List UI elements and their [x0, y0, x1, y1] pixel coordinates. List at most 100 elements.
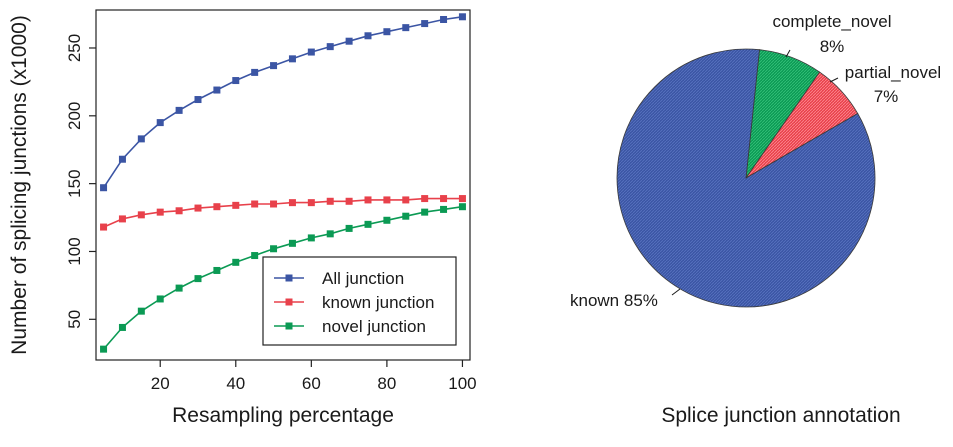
x-tick-label: 60: [302, 374, 321, 393]
pie-slices: [616, 48, 876, 308]
x-axis: 20 40 60 80 100: [151, 360, 477, 393]
legend: All junction known junction novel junction: [262, 256, 457, 346]
data-point-novel-junction: [440, 205, 448, 213]
data-point-known-junction: [421, 195, 429, 203]
data-point-all-junction: [421, 20, 429, 28]
data-point-novel-junction: [326, 230, 334, 238]
data-point-novel-junction: [402, 212, 410, 220]
data-point-known-junction: [288, 199, 296, 207]
slice-label-partial-novel: partial_novel: [845, 63, 941, 82]
y-tick-label: 250: [65, 34, 84, 62]
data-point-novel-junction: [100, 345, 108, 353]
data-point-novel-junction: [270, 245, 278, 253]
legend-label-novel-junction: novel junction: [322, 317, 426, 336]
legend-marker-novel-junction: [285, 322, 293, 330]
data-point-known-junction: [194, 204, 202, 212]
series-line-all-junction: [102, 16, 463, 189]
data-point-known-junction: [175, 207, 183, 215]
data-point-all-junction: [364, 32, 372, 40]
data-point-known-junction: [402, 196, 410, 204]
legend-marker-all-junction: [285, 274, 293, 282]
known-leader-line: [671, 288, 681, 296]
legend-label-known-junction: known junction: [322, 293, 434, 312]
data-point-all-junction: [213, 86, 221, 94]
data-point-all-junction: [232, 77, 240, 85]
data-point-all-junction: [156, 119, 164, 127]
data-point-novel-junction: [232, 258, 240, 266]
data-point-known-junction: [458, 195, 466, 203]
data-point-novel-junction: [175, 284, 183, 292]
complete-novel-leader-line: [785, 49, 791, 58]
data-point-all-junction: [100, 184, 108, 192]
series-group: [100, 13, 466, 353]
data-point-known-junction: [137, 211, 145, 219]
data-point-known-junction: [383, 196, 391, 204]
pie-chart: complete_novel 8% partial_novel 7% known…: [570, 12, 941, 427]
data-point-known-junction: [251, 200, 259, 208]
x-tick-label: 100: [448, 374, 476, 393]
data-point-known-junction: [270, 200, 278, 208]
data-point-known-junction: [156, 208, 164, 216]
partial-novel-leader-line: [829, 77, 839, 83]
slice-label-complete-novel: complete_novel: [772, 12, 891, 31]
y-tick-label: 200: [65, 102, 84, 130]
data-point-novel-junction: [345, 224, 353, 232]
x-tick-label: 20: [151, 374, 170, 393]
pie-slice-known: [616, 48, 876, 308]
y-axis-label: Number of splicing junctions (x1000): [8, 15, 31, 355]
data-point-novel-junction: [288, 239, 296, 247]
data-point-all-junction: [383, 28, 391, 36]
pie-labels: complete_novel 8% partial_novel 7% known…: [570, 12, 941, 310]
data-point-known-junction: [440, 195, 448, 203]
data-point-known-junction: [100, 223, 108, 231]
x-tick-label: 80: [377, 374, 396, 393]
data-point-all-junction: [137, 135, 145, 143]
data-point-all-junction: [175, 106, 183, 114]
legend-frame: [262, 256, 457, 346]
x-axis-label: Resampling percentage: [172, 404, 394, 427]
data-point-known-junction: [326, 197, 334, 205]
x-tick-label: 40: [226, 374, 245, 393]
data-point-all-junction: [270, 62, 278, 70]
y-tick-label: 50: [65, 310, 84, 329]
data-point-all-junction: [194, 96, 202, 104]
data-point-all-junction: [345, 37, 353, 45]
data-point-known-junction: [364, 196, 372, 204]
data-point-all-junction: [118, 155, 126, 163]
data-point-novel-junction: [118, 323, 126, 331]
data-point-novel-junction: [383, 216, 391, 224]
y-tick-label: 100: [65, 237, 84, 265]
data-point-known-junction: [213, 203, 221, 211]
slice-pct-partial-novel: 7%: [874, 87, 899, 106]
data-point-novel-junction: [156, 295, 164, 303]
line-chart: 20 40 60 80 100 50 100 150 200 250 Resampling pe…: [8, 9, 477, 427]
data-point-known-junction: [345, 197, 353, 205]
pie-title: Splice junction annotation: [661, 404, 900, 427]
data-point-novel-junction: [251, 252, 259, 260]
data-point-known-junction: [232, 201, 240, 209]
data-point-all-junction: [288, 55, 296, 63]
y-axis: 50 100 150 200 250: [65, 34, 96, 329]
y-tick-label: 150: [65, 169, 84, 197]
data-point-all-junction: [326, 43, 334, 51]
data-point-novel-junction: [458, 203, 466, 211]
data-point-novel-junction: [307, 234, 315, 242]
data-point-all-junction: [440, 15, 448, 23]
legend-marker-known-junction: [285, 298, 293, 306]
slice-label-known: known 85%: [570, 291, 658, 310]
data-point-all-junction: [402, 24, 410, 32]
data-point-known-junction: [307, 199, 315, 207]
data-point-all-junction: [251, 68, 259, 76]
slice-pct-complete-novel: 8%: [820, 37, 845, 56]
data-point-novel-junction: [364, 220, 372, 228]
data-point-known-junction: [118, 215, 126, 223]
plot-frame: [95, 9, 471, 361]
data-point-novel-junction: [421, 208, 429, 216]
data-point-novel-junction: [213, 266, 221, 274]
data-point-all-junction: [458, 13, 466, 21]
data-point-novel-junction: [137, 307, 145, 315]
legend-label-all-junction: All junction: [322, 269, 404, 288]
data-point-all-junction: [307, 48, 315, 56]
data-point-novel-junction: [194, 275, 202, 283]
